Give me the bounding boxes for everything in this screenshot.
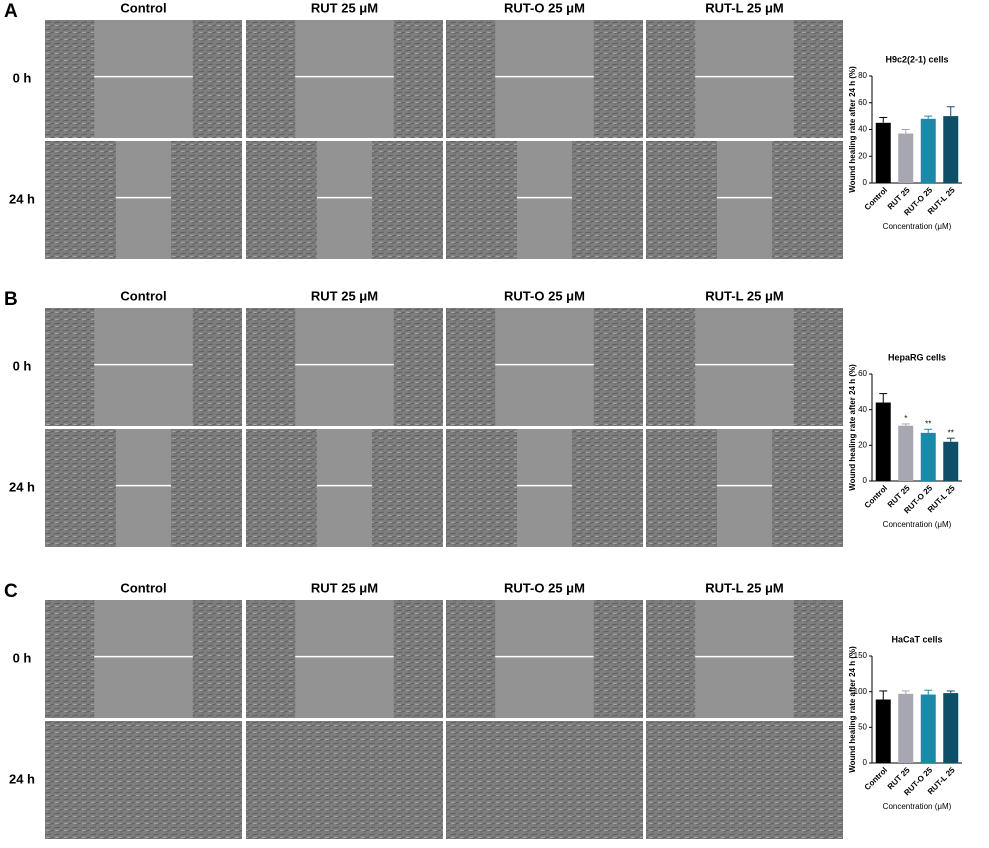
column-header: RUT-L 25 μM <box>705 580 784 595</box>
y-tick-label: 0 <box>863 758 868 767</box>
y-tick-label: 60 <box>858 369 867 378</box>
bar <box>898 425 914 481</box>
bar <box>920 432 936 481</box>
panel-label: C <box>4 581 18 602</box>
row-label: 0 h <box>13 70 32 85</box>
column-header: RUT-O 25 μM <box>504 0 585 15</box>
bar <box>943 116 959 183</box>
bar <box>943 441 959 481</box>
wound-gap <box>495 308 594 426</box>
y-tick-label: 50 <box>858 722 867 731</box>
bar <box>898 693 914 763</box>
y-tick-label: 0 <box>863 178 868 187</box>
column-header: Control <box>120 288 166 303</box>
y-axis-label: Wound healing rate after 24 h (%) <box>848 646 857 773</box>
wound-gap <box>516 141 573 259</box>
y-tick-label: 0 <box>863 476 868 485</box>
column-header: RUT 25 μM <box>311 580 378 595</box>
micrograph <box>45 721 242 839</box>
wound-gap <box>115 429 172 547</box>
x-tick-label: Control <box>863 484 889 510</box>
chart-title: HepaRG cells <box>888 352 946 362</box>
wound-gap <box>316 429 373 547</box>
micrograph <box>646 721 843 839</box>
column-header: Control <box>120 580 166 595</box>
wound-gap <box>94 600 193 718</box>
wound-gap <box>94 20 193 138</box>
wound-gap <box>295 600 394 718</box>
y-tick-label: 20 <box>858 151 867 160</box>
y-tick-label: 100 <box>854 687 868 696</box>
y-axis-label: Wound healing rate after 24 h (%) <box>848 364 857 491</box>
wound-gap <box>695 600 794 718</box>
wound-gap <box>516 429 573 547</box>
column-header: RUT 25 μM <box>311 288 378 303</box>
y-tick-label: 40 <box>858 405 867 414</box>
x-axis-label: Concentration (μM) <box>883 802 952 811</box>
wound-gap <box>295 308 394 426</box>
micrograph <box>246 721 443 839</box>
x-axis-label: Concentration (μM) <box>883 520 952 529</box>
y-tick-label: 80 <box>858 71 867 80</box>
y-tick-label: 20 <box>858 440 867 449</box>
micrograph <box>446 721 643 839</box>
column-header: RUT-O 25 μM <box>504 580 585 595</box>
panel-label: A <box>4 1 18 22</box>
chart-title: HaCaT cells <box>891 634 942 644</box>
column-header: RUT-L 25 μM <box>705 0 784 15</box>
column-header: RUT-L 25 μM <box>705 288 784 303</box>
y-tick-label: 150 <box>854 651 868 660</box>
bar <box>875 699 891 763</box>
row-label: 24 h <box>9 771 35 786</box>
significance-label: ** <box>925 419 931 428</box>
wound-gap <box>94 308 193 426</box>
y-tick-label: 40 <box>858 125 867 134</box>
bar <box>943 693 959 763</box>
chart-title: H9c2(2-1) cells <box>885 54 948 64</box>
x-tick-label: Control <box>863 766 889 792</box>
column-header: Control <box>120 0 166 15</box>
wound-gap <box>295 20 394 138</box>
row-label: 24 h <box>9 479 35 494</box>
x-tick-label: Control <box>863 186 889 212</box>
row-label: 0 h <box>13 650 32 665</box>
bar <box>875 122 891 183</box>
bar <box>920 694 936 763</box>
bar <box>920 118 936 183</box>
wound-gap <box>316 141 373 259</box>
bar <box>898 133 914 183</box>
wound-gap <box>695 20 794 138</box>
wound-gap <box>716 429 773 547</box>
panel-label: B <box>4 289 18 310</box>
wound-gap <box>115 141 172 259</box>
significance-label: ** <box>948 428 954 437</box>
column-header: RUT-O 25 μM <box>504 288 585 303</box>
y-tick-label: 60 <box>858 98 867 107</box>
wound-gap <box>495 20 594 138</box>
row-label: 0 h <box>13 358 32 373</box>
x-axis-label: Concentration (μM) <box>883 222 952 231</box>
significance-label: * <box>904 414 907 423</box>
y-axis-label: Wound healing rate after 24 h (%) <box>848 66 857 193</box>
wound-gap <box>716 141 773 259</box>
wound-gap <box>695 308 794 426</box>
wound-gap <box>495 600 594 718</box>
row-label: 24 h <box>9 191 35 206</box>
column-header: RUT 25 μM <box>311 0 378 15</box>
bar <box>875 402 891 481</box>
